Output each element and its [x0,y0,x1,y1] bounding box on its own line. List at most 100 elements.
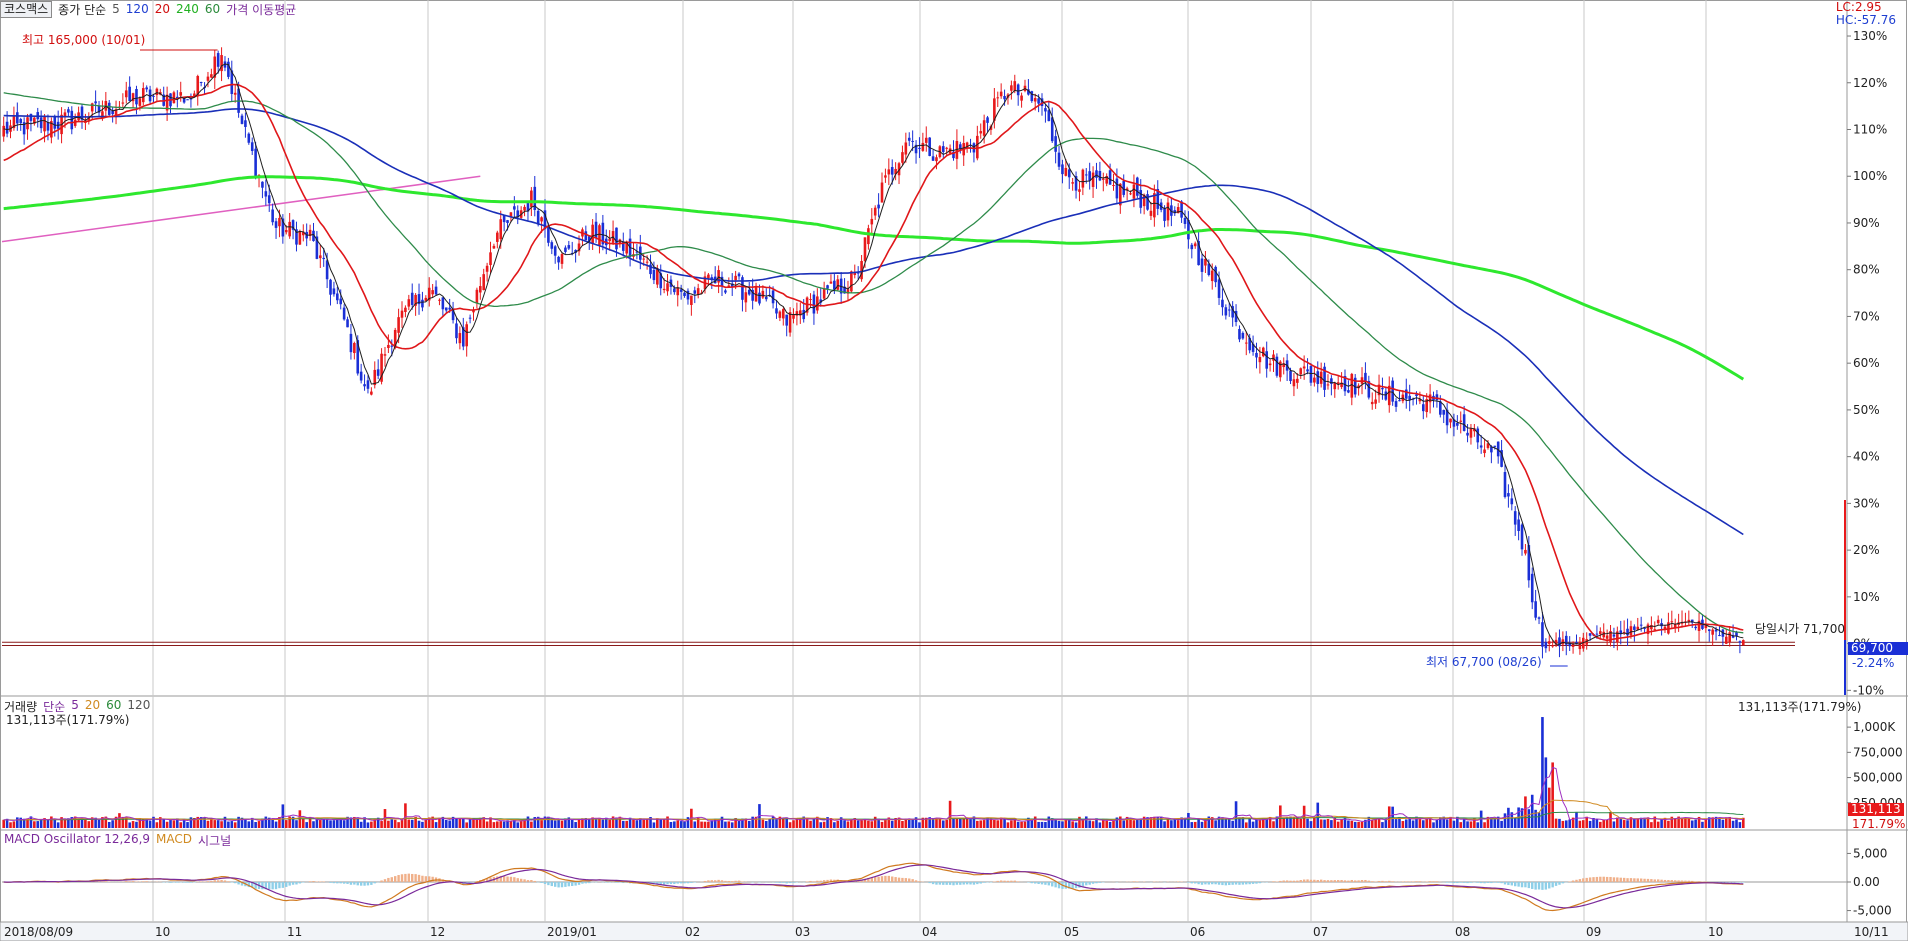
macd-osc-bar [217,880,219,882]
candle [676,281,679,307]
volume-bar [404,803,407,828]
candle [1010,81,1013,100]
candle-body [942,146,945,152]
candle [309,225,312,241]
candle [728,277,731,286]
symbol-box[interactable]: 코스맥스 [0,1,52,18]
candle-body [142,88,145,102]
candle-body [139,98,142,106]
macd-osc-bar [1562,882,1564,883]
candle [1133,174,1136,207]
macd-osc-bar [530,880,532,882]
x-tick-label: 10/11 [1854,925,1889,939]
volume-bar [1585,817,1588,828]
macd-osc-bar [357,882,359,885]
volume-bar [540,820,543,828]
candle [1514,506,1517,536]
candle [973,142,976,162]
candle-body [1269,364,1272,366]
candle-body [561,254,564,264]
macd-osc-bar [1027,882,1029,883]
candle [1728,626,1731,647]
macd-osc-bar [1626,878,1628,882]
volume-tag: 131,113 [1848,803,1904,816]
candle-body [1742,640,1745,645]
candle [1517,512,1520,540]
candle-body [1422,404,1425,411]
volume-bar [1068,819,1071,828]
macd-osc-bar [1317,880,1319,882]
volume-ma-120[interactable]: 120 [127,698,150,715]
signal-label[interactable]: 시그널 [198,832,231,849]
candle-body [550,242,553,249]
candle-body [1092,173,1095,187]
candle [94,90,97,112]
macd-osc-bar [1214,882,1216,884]
macd-osc-bar [1524,882,1526,887]
ma-period-5[interactable]: 5 [112,2,120,16]
candle [227,58,230,79]
candle-body [1048,110,1051,121]
candle [581,227,584,245]
macd-osc-bar [1511,882,1513,885]
volume-bar [493,822,496,828]
macd-osc-bar [694,882,696,883]
candle [333,282,336,297]
candle-body [486,266,489,272]
ma-period-20[interactable]: 20 [155,2,170,16]
ma-period-240[interactable]: 240 [176,2,199,16]
candle-body [1201,259,1204,272]
change-tag: -2.24% [1852,656,1894,670]
candle-body [1306,369,1309,371]
candle-body [1303,366,1306,368]
volume-bar [632,820,635,828]
macd-osc-bar [1133,881,1135,882]
candle-body [1262,348,1265,357]
macd-osc-bar [391,877,393,882]
macd-osc-bar [932,882,934,884]
macd-osc-bar [1235,882,1237,885]
candle [1221,288,1224,315]
candle-body [479,286,482,292]
candle-body [387,345,390,348]
ma-period-60[interactable]: 60 [205,2,220,16]
candle-body [1507,493,1510,496]
macd-osc-bar [363,882,365,886]
macd-label[interactable]: MACD [156,832,192,849]
candle-body [6,122,9,134]
macd-osc-bar [717,880,719,882]
candle [520,206,523,219]
open-annotation: 당일시가 71,700 [1755,620,1845,637]
macd-osc-bar [1568,881,1570,882]
candle-body [499,219,502,239]
macd-osc-bar [1289,881,1291,882]
candle [1272,350,1275,372]
macd-osc-bar [309,881,311,882]
volume-bar [254,822,257,828]
macd-osc-bar [183,882,185,883]
volume-bar [608,820,611,828]
ma-period-120[interactable]: 120 [126,2,149,16]
macd-osc-label[interactable]: MACD Oscillator 12,26,9 [4,832,150,849]
y-tick-label: -10% [1853,683,1884,697]
candle [1020,93,1023,108]
candle-body [465,324,468,346]
candle [220,47,223,81]
volume-bar [884,819,887,828]
volume-bar [1119,816,1122,828]
volume-bar [1061,821,1064,828]
candle [853,265,856,279]
volume-bar [1272,821,1275,828]
candle-body [935,157,938,161]
macd-osc-bar [874,877,876,882]
macd-osc-bar [210,881,212,882]
macd-osc-bar [796,882,798,883]
candle [316,231,319,259]
macd-osc-bar [1385,881,1387,882]
macd-osc-bar [370,882,372,885]
macd-osc-bar [1402,881,1404,882]
volume-bar [707,822,710,828]
volume-bar [993,820,996,828]
